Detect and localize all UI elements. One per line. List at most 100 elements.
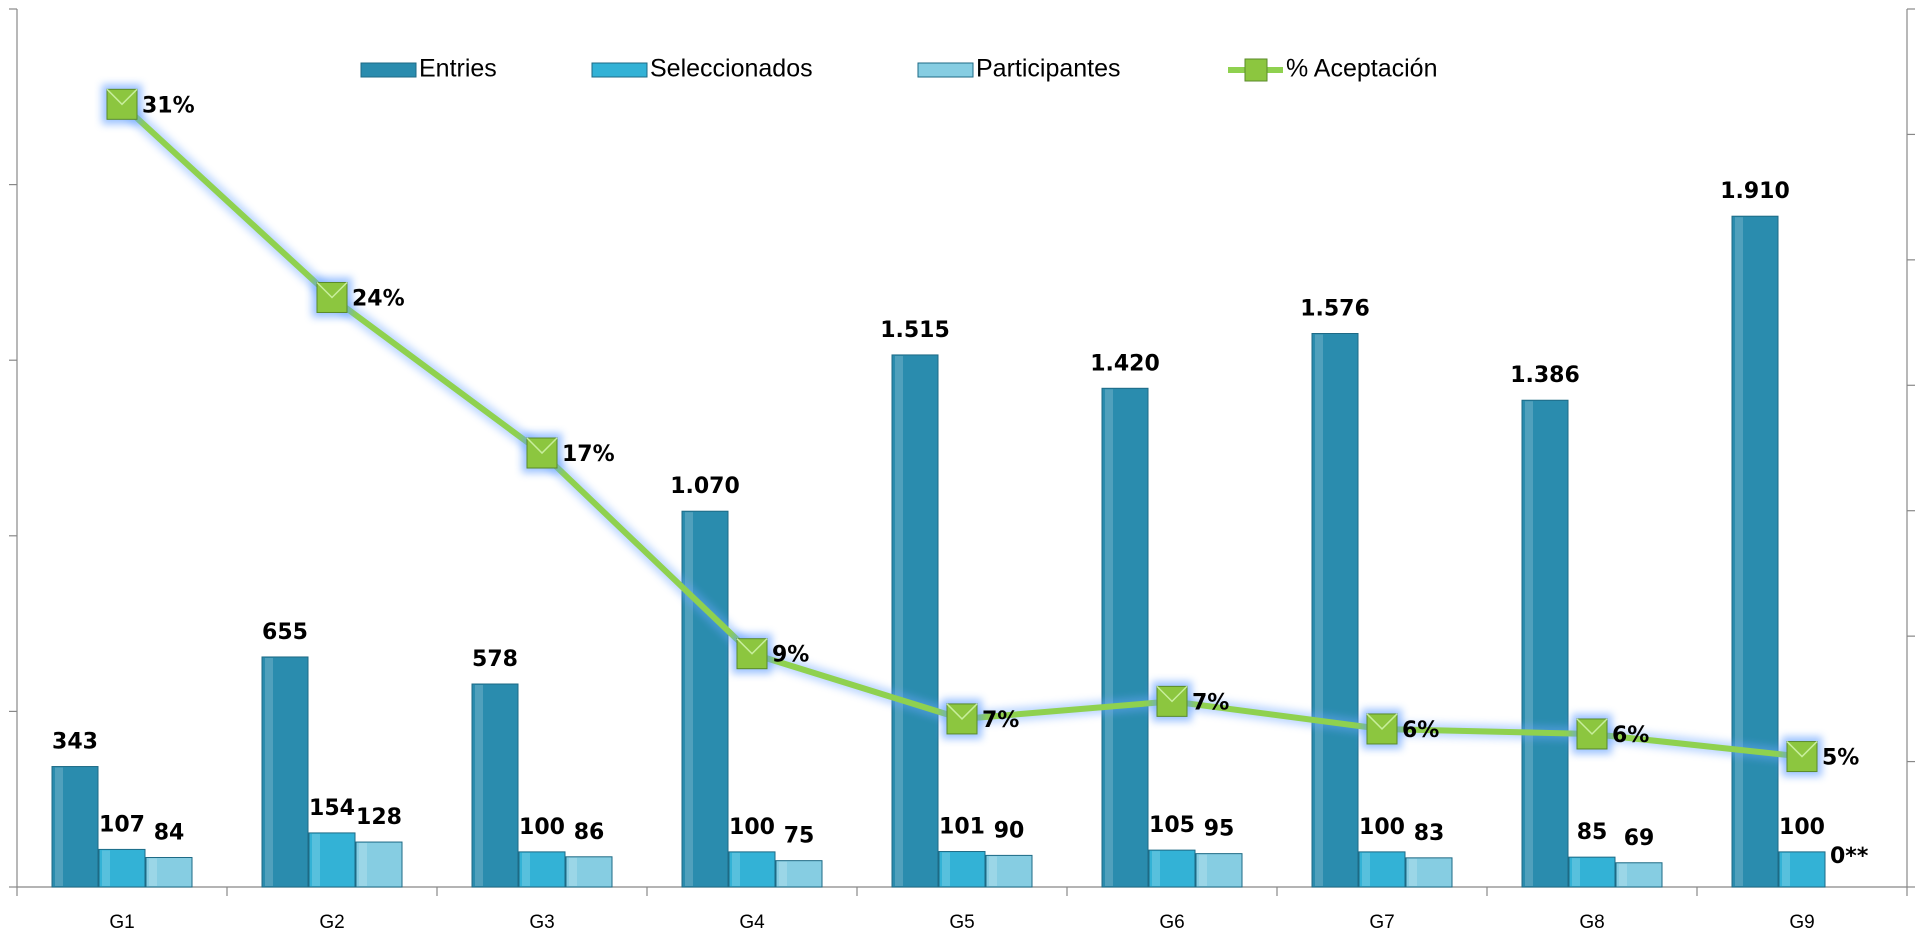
bar-highlight	[1735, 217, 1743, 886]
x-tick-label: G2	[319, 912, 344, 933]
data-label: 105	[1149, 813, 1195, 838]
bar	[938, 851, 986, 888]
data-label: 31%	[142, 93, 195, 118]
bar-highlight	[55, 767, 63, 886]
data-label: 1.576	[1300, 297, 1370, 322]
data-label: 84	[154, 820, 185, 845]
bar	[1358, 851, 1406, 888]
data-label: 100	[519, 815, 565, 840]
data-label: 343	[52, 730, 98, 755]
bar	[355, 841, 403, 888]
bar-highlight	[312, 833, 320, 886]
bar	[1311, 333, 1359, 888]
bar-highlight	[1315, 334, 1323, 886]
data-label: 83	[1414, 821, 1445, 846]
legend-swatch	[360, 62, 417, 78]
marker-shine	[736, 638, 768, 655]
data-label: 578	[472, 647, 518, 672]
bar-highlight	[732, 852, 740, 886]
x-tick-label: G4	[739, 912, 765, 933]
bar-highlight	[1105, 389, 1113, 886]
x-tick-label: G9	[1789, 912, 1814, 933]
bar-highlight	[359, 843, 367, 886]
x-tick-label: G3	[529, 912, 554, 933]
bar	[775, 860, 823, 888]
marker-shine	[106, 88, 138, 106]
bar-highlight	[1409, 858, 1417, 886]
legend-label: % Aceptación	[1286, 55, 1438, 83]
data-label: 85	[1577, 820, 1608, 845]
bar-highlight	[895, 355, 903, 886]
data-label: 7%	[982, 708, 1019, 733]
bar	[1101, 387, 1149, 888]
marker-shine	[946, 703, 978, 720]
bar	[1405, 857, 1453, 888]
bar	[308, 832, 356, 888]
data-label: 17%	[562, 442, 615, 467]
bar-highlight	[1619, 863, 1627, 886]
x-tick-label: G1	[109, 912, 134, 933]
bar	[1778, 851, 1826, 888]
legend-swatch	[917, 62, 974, 78]
legend-label: Entries	[419, 55, 497, 83]
data-label: 1.515	[880, 318, 950, 343]
bar-highlight	[569, 857, 577, 886]
bar	[471, 683, 519, 888]
data-label: 128	[356, 805, 402, 830]
x-tick-label: G8	[1579, 912, 1604, 933]
bar	[145, 856, 193, 888]
x-tick-label: G7	[1369, 912, 1394, 933]
bar	[1568, 856, 1616, 888]
legend-label: Seleccionados	[650, 55, 813, 83]
data-label: 1.386	[1510, 363, 1580, 388]
bar-highlight	[1782, 852, 1790, 886]
bar	[51, 766, 99, 888]
marker-shine	[1366, 713, 1398, 731]
bar	[681, 510, 729, 888]
bar	[1731, 215, 1779, 888]
bar	[985, 854, 1033, 888]
bar	[891, 354, 939, 888]
data-label: 6%	[1402, 718, 1439, 743]
bar	[1521, 399, 1569, 888]
marker-shine	[1156, 685, 1188, 703]
data-label: 5%	[1822, 746, 1859, 771]
marker-shine	[316, 281, 348, 299]
bar-highlight	[1199, 854, 1207, 886]
data-label: 9%	[772, 643, 809, 668]
data-label: 69	[1624, 826, 1655, 851]
bar-highlight	[1572, 858, 1580, 886]
data-label: 6%	[1612, 723, 1649, 748]
legend-marker	[1244, 58, 1268, 82]
bar-highlight	[942, 852, 950, 886]
bar-highlight	[1152, 851, 1160, 886]
data-label: 1.070	[670, 474, 740, 499]
data-label: 100	[1779, 815, 1825, 840]
bar	[1195, 853, 1243, 888]
legend-label: Participantes	[976, 55, 1121, 83]
data-label: 75	[784, 824, 815, 849]
data-label: 154	[309, 796, 355, 821]
bar-highlight	[102, 850, 110, 886]
data-label: 655	[262, 620, 308, 645]
bar	[518, 851, 566, 888]
x-tick-label: G6	[1159, 912, 1184, 933]
bar-highlight	[522, 852, 530, 886]
data-label: 0**	[1830, 844, 1869, 869]
bar-highlight	[989, 856, 997, 886]
bar	[1148, 849, 1196, 888]
marker-shine	[1576, 718, 1608, 736]
bar	[1615, 862, 1663, 888]
bar-highlight	[685, 512, 693, 886]
bar-highlight	[779, 861, 787, 886]
bar	[728, 851, 776, 888]
marker-shine	[1786, 741, 1818, 758]
bar-highlight	[475, 685, 483, 886]
bar-highlight	[1525, 401, 1533, 886]
x-tick-label: G5	[949, 912, 974, 933]
data-label: 100	[1359, 815, 1405, 840]
data-label: 101	[939, 815, 985, 840]
data-label: 24%	[352, 286, 405, 311]
bar-highlight	[149, 858, 157, 886]
